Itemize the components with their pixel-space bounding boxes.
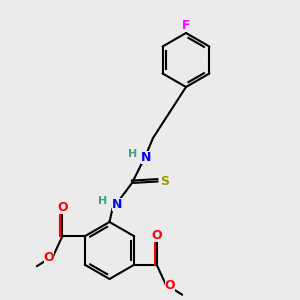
Text: N: N [141,151,152,164]
Text: H: H [98,196,107,206]
Text: O: O [165,279,175,292]
Text: H: H [128,149,137,159]
Text: N: N [112,197,122,211]
Text: S: S [160,175,169,188]
Text: O: O [57,201,68,214]
Text: O: O [152,229,162,242]
Text: F: F [182,19,190,32]
Text: O: O [44,251,54,264]
